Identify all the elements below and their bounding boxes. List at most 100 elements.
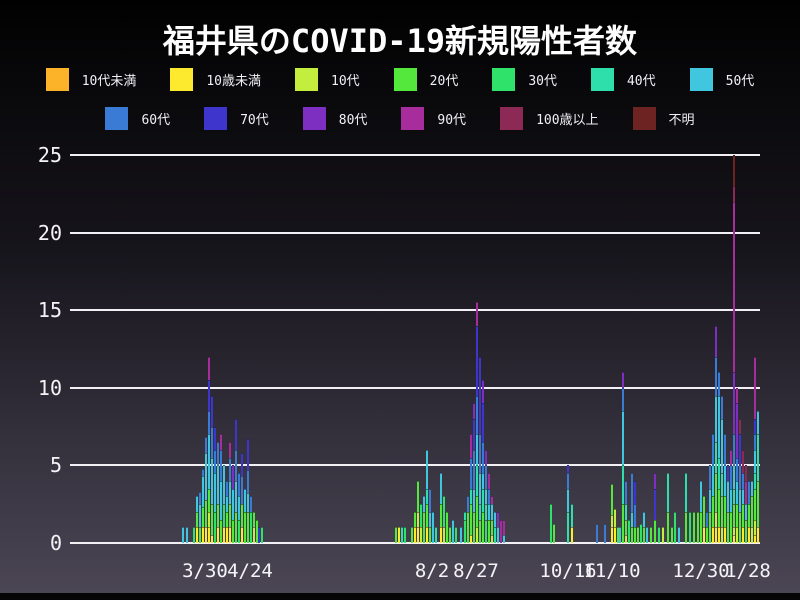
bar-segment (738, 511, 742, 543)
x-tick-label: 4/24 (227, 560, 273, 582)
legend-row-1: 10代未満 10歳未満 10代 20代 30代 40代 50代 (0, 67, 800, 91)
bar-segment (653, 519, 657, 543)
bar-segment (463, 511, 467, 520)
bar-segment (210, 395, 214, 427)
bar-column (744, 0, 748, 543)
bar-segment (397, 527, 401, 543)
bar-segment (490, 496, 494, 505)
bar-segment (225, 496, 229, 512)
bar-segment (726, 511, 730, 543)
bar-segment (216, 442, 220, 466)
x-tick-label: 8/2 (414, 560, 450, 582)
bar-segment (207, 356, 211, 381)
bar-column (445, 0, 449, 543)
bar-segment (613, 527, 617, 543)
bar-segment (684, 473, 688, 512)
bar-segment (216, 465, 220, 505)
bar-segment (252, 527, 256, 543)
bar-segment (240, 527, 244, 543)
bar-segment (750, 480, 754, 497)
legend-item: 40代 (590, 67, 656, 91)
bar-segment (610, 515, 614, 528)
bar-column (246, 0, 250, 543)
bar-segment (711, 527, 715, 543)
bar-segment (475, 496, 479, 528)
legend-swatch-icon (492, 67, 516, 91)
bar-column (720, 0, 724, 543)
legend-swatch-icon (401, 106, 425, 130)
bar-segment (692, 511, 696, 543)
bar-segment (425, 449, 429, 489)
bar-segment (222, 504, 226, 528)
bar-segment (246, 470, 250, 494)
bar-segment (210, 535, 214, 543)
bar-segment (738, 465, 742, 489)
bar-segment (711, 434, 715, 466)
bar-column (699, 0, 703, 543)
bar-column (741, 0, 745, 543)
bar-segment (204, 452, 208, 500)
bar-segment (723, 465, 727, 497)
bar-segment (469, 457, 473, 489)
bar-segment (723, 527, 727, 543)
bar-segment (732, 201, 736, 373)
bar-segment (723, 496, 727, 528)
bar-segment (216, 504, 220, 528)
bar-segment (422, 511, 426, 543)
bar-segment (502, 535, 506, 543)
bar-segment (720, 473, 724, 497)
bar-segment (413, 527, 417, 543)
bar-segment (490, 504, 494, 520)
bar-segment (442, 527, 446, 543)
bar-segment (198, 504, 202, 528)
bar-column (451, 0, 455, 543)
bar-segment (744, 504, 748, 520)
legend-item: 10代未満 (45, 67, 136, 91)
bar-segment (204, 437, 208, 453)
bar-segment (469, 504, 473, 536)
bar-segment (472, 403, 476, 419)
bar-segment (419, 504, 423, 528)
bar-segment (475, 465, 479, 497)
bar-segment (219, 519, 223, 543)
bar-column (459, 0, 463, 543)
bar-column (225, 0, 229, 543)
bar-column (490, 0, 494, 543)
bar-segment (666, 511, 670, 543)
bar-column (219, 0, 223, 543)
bar-column (442, 0, 446, 543)
bar-segment (481, 488, 485, 512)
bar-segment (425, 527, 429, 543)
bar-segment (717, 457, 721, 489)
bar-segment (240, 452, 244, 477)
bar-segment (210, 457, 214, 505)
bar-column (403, 0, 407, 543)
bar-segment (246, 439, 250, 471)
bar-segment (237, 473, 241, 497)
bar-segment (720, 496, 724, 528)
bar-segment (595, 524, 599, 543)
bar-segment (222, 465, 226, 505)
bar-column (717, 0, 721, 543)
bar-segment (243, 488, 247, 512)
bar-segment (649, 527, 653, 543)
gridline (70, 154, 760, 156)
bar-segment (657, 527, 661, 543)
legend-item: 50代 (689, 67, 754, 91)
bar-column (252, 0, 256, 543)
bar-column (738, 0, 742, 543)
bar-segment (653, 473, 657, 489)
bar-segment (484, 488, 488, 505)
bar-segment (756, 480, 760, 528)
bar-column (610, 0, 614, 543)
bar-column (747, 0, 751, 543)
bar-column (753, 0, 757, 543)
bar-segment (442, 496, 446, 528)
bar-segment (717, 395, 721, 458)
gridline (70, 386, 760, 389)
bar-segment (750, 527, 754, 543)
bar-column (431, 0, 435, 543)
legend-row-2: 60代 70代 80代 90代 100歳以上 不明 (0, 106, 800, 130)
bar-segment (720, 395, 724, 419)
bar-segment (413, 511, 417, 528)
